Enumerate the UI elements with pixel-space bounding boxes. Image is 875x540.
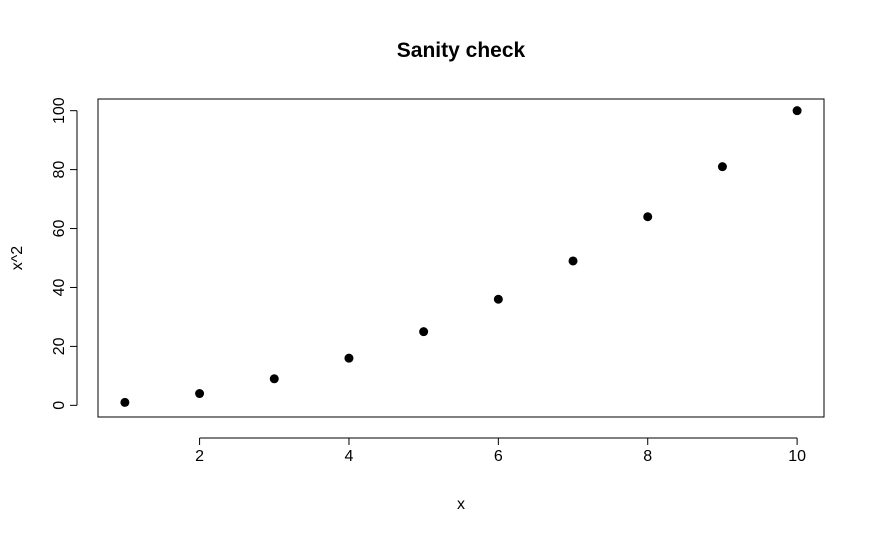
data-point [643,212,653,222]
chart-title: Sanity check [397,39,526,62]
y-axis: 0 20 40 60 80 100 [51,97,78,410]
x-tick-label: 2 [195,448,204,465]
data-point [792,106,802,116]
y-tick-label: 0 [51,401,68,410]
plot-frame [97,98,825,418]
data-points [120,106,802,407]
y-tick-label: 40 [51,278,68,296]
x-tick-label: 8 [643,448,652,465]
x-tick-label: 6 [494,448,503,465]
x-tick-label: 10 [788,448,806,465]
data-point [568,256,578,266]
data-point [195,389,205,399]
y-axis-title: x^2 [9,246,26,271]
x-axis-title: x [457,496,465,513]
data-point [120,397,130,407]
data-point [717,162,727,172]
data-point [269,374,279,384]
y-tick-label: 80 [51,161,68,179]
x-axis: 2 4 6 8 10 [195,437,806,465]
data-point [493,294,503,304]
y-tick-label: 20 [51,337,68,355]
data-point [344,353,354,363]
data-point [419,327,429,337]
x-tick-label: 4 [345,448,354,465]
y-tick-label: 100 [51,97,68,124]
y-tick-label: 60 [51,220,68,238]
